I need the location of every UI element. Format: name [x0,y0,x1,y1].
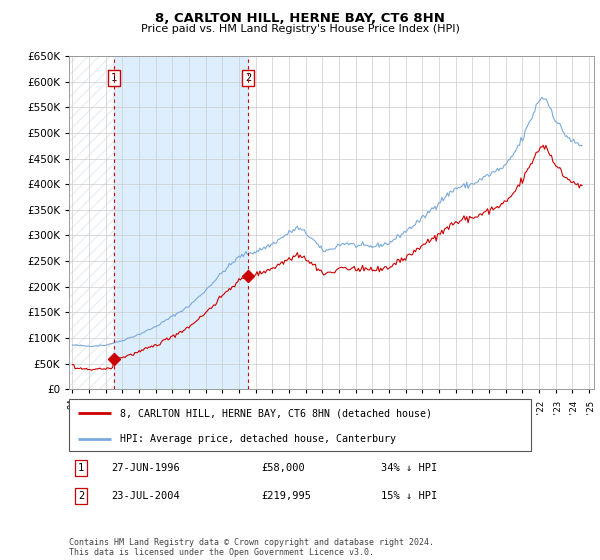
Text: Contains HM Land Registry data © Crown copyright and database right 2024.
This d: Contains HM Land Registry data © Crown c… [69,538,434,557]
Text: Price paid vs. HM Land Registry's House Price Index (HPI): Price paid vs. HM Land Registry's House … [140,24,460,34]
Text: £219,995: £219,995 [261,491,311,501]
Text: 8, CARLTON HILL, HERNE BAY, CT6 8HN: 8, CARLTON HILL, HERNE BAY, CT6 8HN [155,12,445,25]
Text: 1: 1 [78,463,84,473]
Text: 15% ↓ HPI: 15% ↓ HPI [381,491,437,501]
Text: 23-JUL-2004: 23-JUL-2004 [111,491,180,501]
Text: 1: 1 [111,73,117,83]
Text: HPI: Average price, detached house, Canterbury: HPI: Average price, detached house, Cant… [120,435,396,445]
Text: £58,000: £58,000 [261,463,305,473]
Text: 2: 2 [78,491,84,501]
Text: 2: 2 [245,73,251,83]
Text: 27-JUN-1996: 27-JUN-1996 [111,463,180,473]
Text: 34% ↓ HPI: 34% ↓ HPI [381,463,437,473]
Bar [64,56,114,389]
FancyBboxPatch shape [69,399,531,451]
Text: 8, CARLTON HILL, HERNE BAY, CT6 8HN (detached house): 8, CARLTON HILL, HERNE BAY, CT6 8HN (det… [120,408,432,418]
Bar [114,56,248,389]
